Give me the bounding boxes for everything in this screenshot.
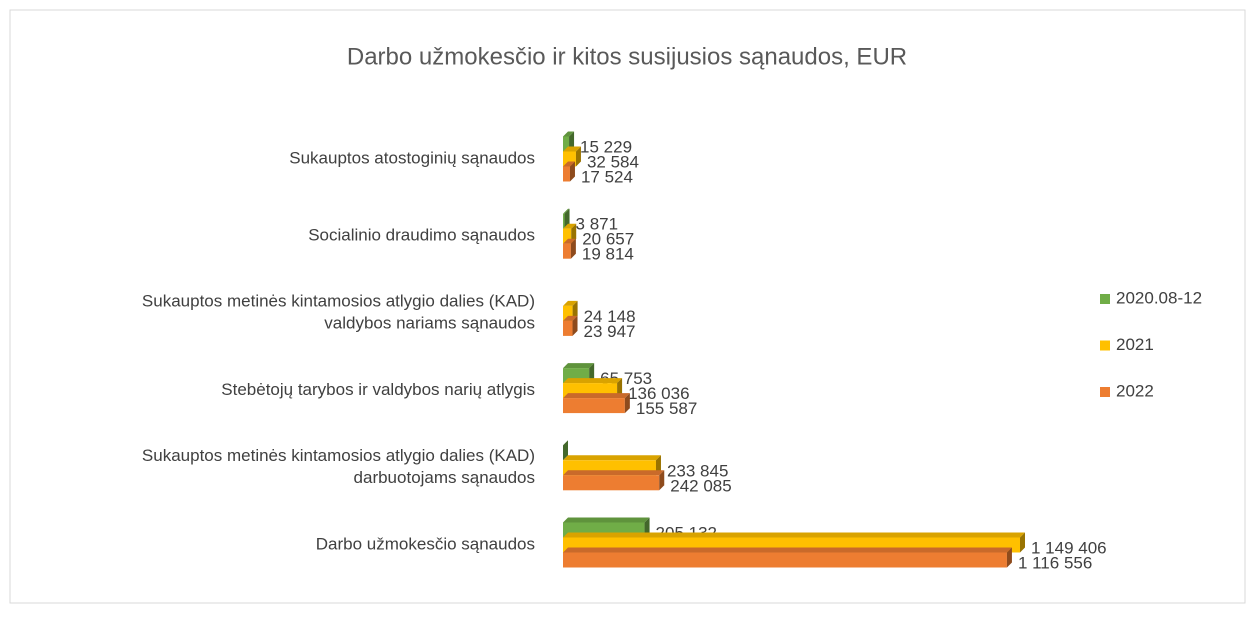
bar: [563, 166, 570, 182]
bar-top: [563, 315, 578, 321]
legend-label: 2022: [1116, 381, 1154, 400]
bar-side: [624, 393, 630, 414]
category-label: Stebėtojų tarybos ir valdybos narių atly…: [221, 380, 535, 399]
bar-top: [563, 223, 577, 229]
value-label: 242 085: [670, 476, 731, 495]
bar-side: [572, 315, 578, 336]
category-label: Darbo užmokesčio sąnaudos: [316, 534, 535, 553]
bar: [563, 213, 565, 229]
legend-label: 2021: [1116, 335, 1154, 354]
value-label: 1 149 406: [1031, 538, 1107, 557]
value-label: 1 116 556: [1018, 553, 1092, 572]
legend-swatch: [1100, 294, 1110, 304]
bar: [563, 398, 625, 414]
bar-top: [563, 300, 578, 306]
bar-top: [563, 470, 665, 476]
bar-top: [563, 547, 1012, 553]
bar: [563, 475, 660, 491]
value-label: 24 148: [584, 307, 636, 326]
value-label: 136 036: [628, 384, 689, 403]
category-label: Sukauptos atostoginių sąnaudos: [289, 148, 535, 167]
bar-top: [563, 378, 623, 384]
value-label: 233 845: [667, 461, 728, 480]
bar-top: [563, 161, 575, 167]
bar-side: [575, 146, 581, 167]
value-label: 3 871: [576, 215, 619, 234]
value-label: 32 584: [587, 152, 639, 171]
bar: [563, 243, 571, 259]
chart-title: Darbo užmokesčio ir kitos susijusios sąn…: [347, 43, 907, 70]
bar-side: [569, 161, 575, 182]
value-label: 17 524: [581, 167, 633, 186]
bar-side: [563, 440, 568, 461]
value-label: 23 947: [584, 322, 636, 341]
bar-top: [563, 208, 570, 214]
legend-label: 2020.08-12: [1116, 288, 1202, 307]
bar: [563, 305, 573, 321]
bar-side: [659, 470, 665, 491]
category-label: Sukauptos metinės kintamosios atlygio da…: [142, 446, 535, 487]
bar: [563, 552, 1007, 568]
bar-top: [563, 363, 595, 369]
bar: [563, 228, 572, 244]
bar: [563, 320, 573, 336]
value-label: 19 814: [582, 245, 634, 264]
category-label: Sukauptos metinės kintamosios atlygio da…: [142, 292, 535, 333]
bar-top: [563, 532, 1025, 538]
value-label: 15 229: [580, 137, 632, 156]
legend-swatch: [1100, 387, 1110, 397]
bar-top: [563, 455, 661, 461]
value-label: 155 587: [636, 399, 697, 418]
chart-border: [9, 9, 1246, 604]
bar-top: [563, 146, 581, 152]
bar-top: [563, 393, 630, 399]
bar-side: [1020, 532, 1025, 553]
bar-top: [563, 517, 650, 523]
legend-swatch: [1100, 340, 1110, 351]
value-label: 20 657: [582, 230, 634, 249]
bar-top: [563, 131, 575, 137]
bar: [563, 136, 570, 152]
bar-top: [563, 238, 576, 244]
bar-side: [1006, 547, 1012, 568]
category-label: Socialinio draudimo sąnaudos: [308, 226, 535, 245]
bar-side: [570, 238, 576, 259]
